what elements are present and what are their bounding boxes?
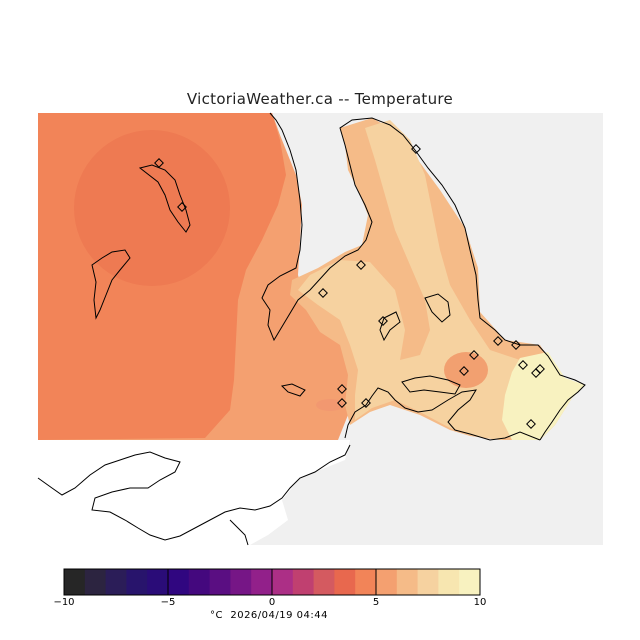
unit-label: °C: [210, 610, 223, 621]
station-marker: [337, 398, 347, 408]
weather-stations: [154, 144, 545, 429]
colorbar-cell: [272, 569, 294, 595]
water-strait: [38, 440, 350, 545]
station-marker: [318, 288, 328, 298]
colorbar-cell: [168, 569, 190, 595]
station-marker: [493, 336, 503, 346]
colorbar-cells: [64, 569, 481, 595]
station-marker: [361, 398, 371, 408]
station-marker: [177, 202, 187, 212]
colorbar-cell: [84, 569, 107, 595]
colorbar-cell: [438, 569, 460, 595]
coastline-olympic: [37, 444, 351, 541]
colorbar-cell: [292, 569, 315, 595]
coastline-island-small: [280, 383, 306, 397]
colorbar-tick-label: 10: [473, 597, 487, 608]
colorbar-cell: [396, 569, 419, 595]
colorbar-cell: [355, 569, 377, 595]
colorbar-tick-label: −5: [160, 597, 176, 608]
colorbar-tick-label: −10: [53, 597, 75, 608]
colorbar-cell: [64, 569, 86, 595]
coastline-inlet-small: [379, 311, 401, 342]
colorbar-tick-label: 5: [372, 597, 380, 608]
station-marker: [518, 360, 528, 370]
colorbar-ticks: [63, 569, 481, 595]
colorbar-cell: [376, 569, 398, 595]
coastline-west-lake: [91, 249, 131, 320]
colorbar-cell: [417, 569, 439, 595]
station-marker: [356, 260, 366, 270]
warm-spot-victoria: [444, 352, 488, 388]
warm-spot-south: [316, 399, 344, 411]
station-marker: [154, 158, 164, 168]
station-marker: [535, 364, 545, 374]
station-marker: [411, 144, 421, 154]
coastline-olympic-south: [229, 519, 249, 546]
station-marker: [526, 419, 536, 429]
colorbar-cell: [230, 569, 252, 595]
coastline-esquimalt: [401, 375, 461, 395]
station-marker: [378, 316, 388, 326]
coastline-cowichan-lake: [138, 164, 191, 233]
station-marker: [469, 350, 479, 360]
station-marker: [511, 340, 521, 350]
colorbar-cell: [459, 569, 481, 595]
coastline-east-vancouver-island: [261, 112, 586, 441]
coastline-victoria-harbour: [344, 387, 541, 441]
colorbar-cell: [209, 569, 231, 595]
timestamp: 2026/04/19 04:44: [230, 610, 328, 621]
station-marker: [459, 366, 469, 376]
colorbar-cell: [105, 569, 127, 595]
colorbar-cell: [251, 569, 273, 595]
coastlines: [37, 112, 586, 546]
coastline-saanich-lake: [424, 293, 451, 323]
temperature-region-east-tip: [502, 352, 585, 440]
map-title: VictoriaWeather.ca -- Temperature: [186, 90, 454, 108]
colorbar-cell: [147, 569, 169, 595]
colorbar-cell: [188, 569, 211, 595]
footer-caption: °C 2026/04/19 04:44: [210, 610, 328, 621]
temperature-region-core: [298, 120, 548, 440]
colorbar-tick-label: 0: [268, 597, 276, 608]
colorbar-cell: [313, 569, 335, 595]
colorbar-cell: [126, 569, 148, 595]
station-marker: [337, 384, 347, 394]
warm-spot-west: [74, 130, 230, 286]
colorbar-cell: [334, 569, 356, 595]
